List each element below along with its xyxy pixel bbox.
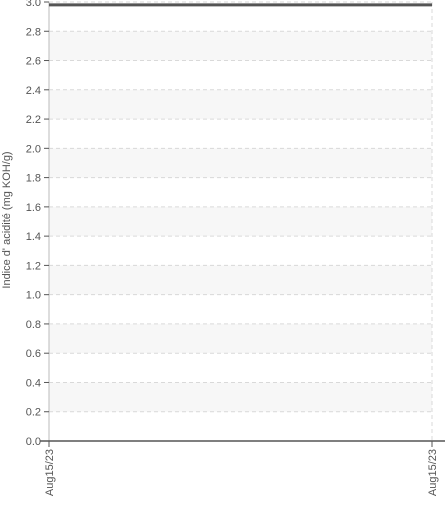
- axes: [40, 2, 445, 445]
- grid-band: [49, 323, 432, 354]
- grid-band: [49, 89, 432, 120]
- x-tick-label: Aug15/23: [44, 449, 56, 496]
- y-tick-label: 1.8: [26, 173, 41, 185]
- y-tick-label: 2.6: [26, 56, 41, 68]
- y-tick-label: 2.8: [26, 26, 41, 38]
- y-tick-label: 2.4: [26, 85, 41, 97]
- grid-band: [49, 382, 432, 412]
- grid-band: [49, 148, 432, 178]
- grid-band: [49, 265, 432, 295]
- grid-band: [49, 31, 432, 61]
- y-tick-label: 3.0: [26, 0, 41, 9]
- grid-bands: [49, 31, 432, 412]
- y-tick-label: 1.4: [26, 231, 41, 243]
- x-tick-label: Aug15/23: [427, 449, 439, 496]
- x-axis-ticks: Aug15/23 Aug15/23: [44, 441, 439, 496]
- y-tick-label: 1.6: [26, 202, 41, 214]
- y-tick-label: 0.4: [26, 377, 41, 389]
- y-tick-label: 1.0: [26, 290, 41, 302]
- y-tick-label: 0.0: [26, 436, 41, 448]
- y-tick-label: 1.2: [26, 260, 41, 272]
- grid-band: [49, 206, 432, 237]
- y-tick-label: 2.0: [26, 143, 41, 155]
- y-tick-label: 0.8: [26, 319, 41, 331]
- y-tick-label: 0.6: [26, 348, 41, 360]
- y-tick-label: 2.2: [26, 114, 41, 126]
- y-axis-ticks: 0.0 0.2 0.4 0.6 0.8 1.0 1.2 1.4 1.6 1.8 2.0 2.2 2.4 2…: [26, 0, 49, 448]
- y-axis-title: Indice d' acidité (mg KOH/g): [1, 151, 13, 288]
- y-tick-label: 0.2: [26, 407, 41, 419]
